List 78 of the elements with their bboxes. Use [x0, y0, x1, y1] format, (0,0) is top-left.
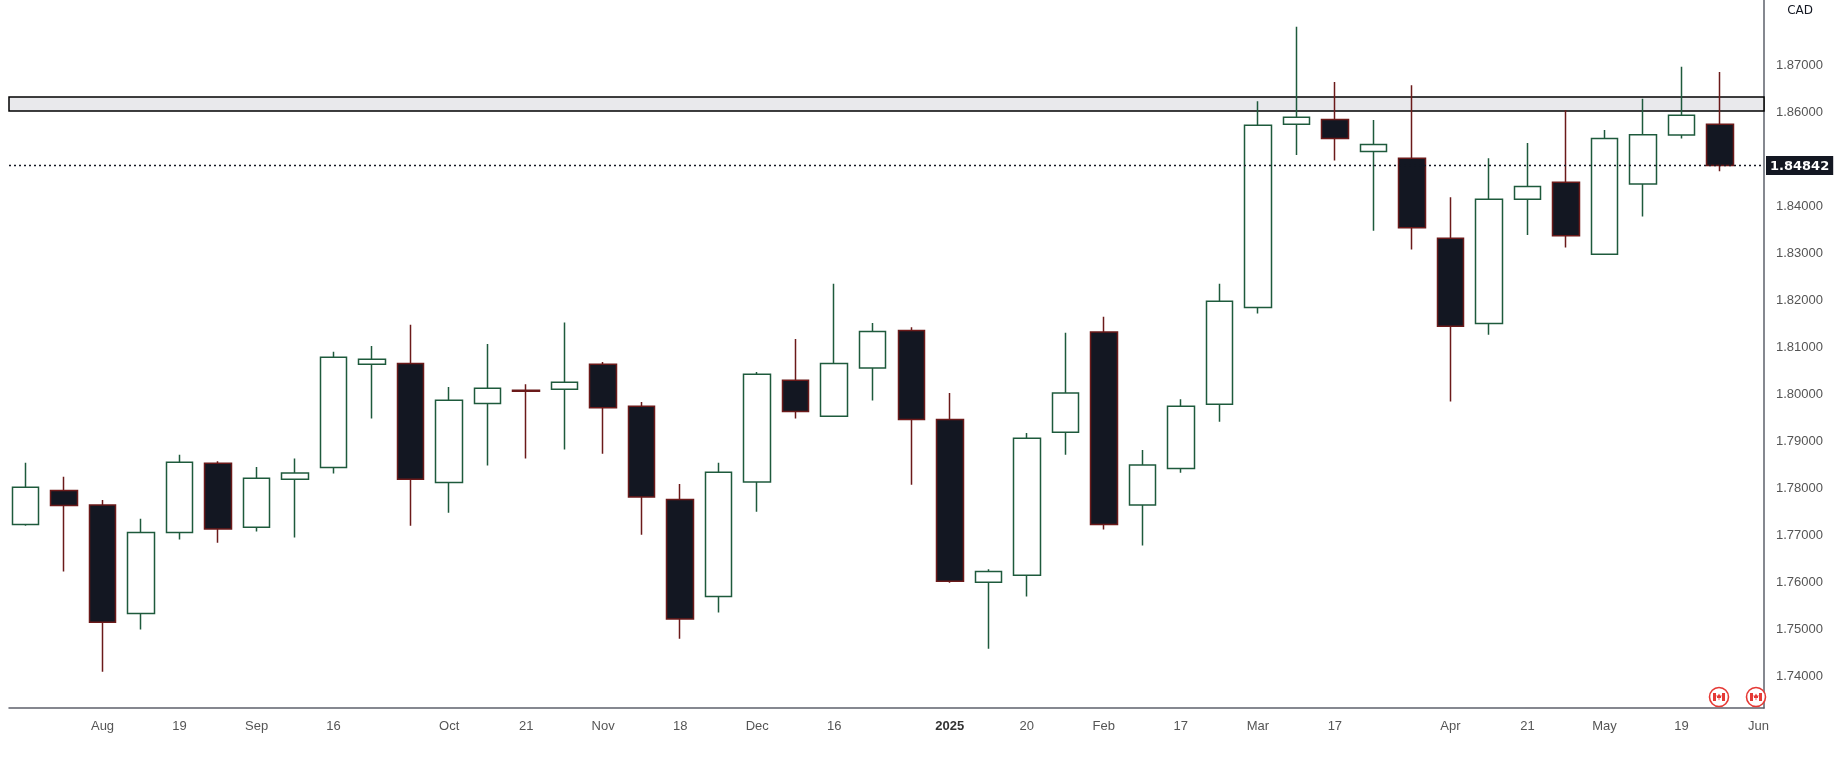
candlestick — [1166, 398, 1196, 474]
candlestick — [819, 283, 849, 417]
candlestick — [1320, 81, 1350, 162]
x-tick-label: Feb — [1092, 718, 1116, 733]
y-tick-label: 1.83000 — [1776, 244, 1823, 260]
candlestick — [550, 321, 579, 451]
x-tick-label: 17 — [1327, 718, 1343, 733]
candlestick — [1359, 119, 1388, 232]
y-tick-label: 1.82000 — [1776, 291, 1823, 307]
x-tick-label: 21 — [518, 718, 534, 733]
candlestick — [1436, 196, 1465, 403]
x-tick-label: Nov — [591, 718, 616, 733]
y-tick-label: 1.84000 — [1776, 197, 1823, 213]
candlestick — [1590, 129, 1619, 255]
x-tick-label: 19 — [1674, 718, 1689, 733]
candlestick — [781, 338, 810, 420]
y-tick-label: 1.77000 — [1776, 527, 1823, 543]
y-tick-label: 1.81000 — [1776, 338, 1823, 354]
candlestick — [396, 324, 425, 527]
candlestick — [434, 386, 464, 514]
x-tick-label: Apr — [1440, 718, 1462, 733]
candlestick — [1513, 142, 1542, 236]
x-tick-label: Jun — [1748, 718, 1769, 733]
candlestick — [858, 322, 887, 402]
x-tick-label: 18 — [672, 718, 688, 733]
candlestick — [357, 345, 387, 420]
candlestick — [473, 343, 502, 467]
ref-line-label: 1.84842 — [1770, 158, 1830, 174]
candlestick — [1012, 432, 1042, 598]
candlestick — [511, 383, 541, 460]
candlestick — [588, 361, 618, 455]
x-tick-label: Oct — [439, 718, 460, 733]
candlestick — [974, 568, 1003, 650]
x-tick-label: 2025 — [935, 718, 965, 733]
x-tick-label: 20 — [1019, 718, 1035, 733]
candlestick — [319, 350, 348, 475]
y-tick-label: 1.75000 — [1776, 621, 1823, 637]
y-tick-label: 1.86000 — [1776, 103, 1823, 119]
candlestick — [627, 401, 656, 536]
candlestick — [280, 457, 310, 539]
candlestick — [1474, 157, 1504, 336]
candlestick — [1089, 316, 1119, 531]
candlestick — [126, 518, 156, 631]
candlestick — [1628, 98, 1658, 218]
candlestick — [11, 461, 40, 527]
y-tick-label: 1.87000 — [1776, 56, 1823, 72]
x-tick-label: May — [1592, 718, 1618, 733]
candlestick — [1667, 66, 1696, 140]
y-axis-title: CAD — [1787, 3, 1813, 17]
x-tick-label: 16 — [326, 718, 341, 733]
candlestick — [1282, 26, 1311, 156]
x-tick-label: Sep — [245, 718, 269, 733]
x-tick-label: Mar — [1246, 718, 1270, 733]
candlestick — [1128, 449, 1157, 547]
candlestick — [1051, 332, 1080, 456]
candlestick — [88, 499, 117, 673]
candlestick — [242, 466, 271, 533]
candlestick — [49, 476, 79, 573]
x-tick-label: Aug — [90, 718, 115, 733]
x-tick-label: 19 — [172, 718, 187, 733]
y-tick-label: 1.80000 — [1776, 386, 1823, 402]
x-tick-label: 16 — [827, 718, 842, 733]
candlestick — [742, 371, 772, 513]
y-tick-label: 1.78000 — [1776, 480, 1823, 496]
candlestick — [203, 460, 233, 544]
x-tick-label: Dec — [745, 718, 770, 733]
candlestick — [704, 461, 733, 614]
y-tick-label: 1.79000 — [1776, 433, 1823, 449]
candlestick — [935, 392, 965, 584]
x-tick-label: 17 — [1173, 718, 1189, 733]
candlestick — [665, 483, 695, 640]
candlestick — [165, 453, 194, 541]
y-tick-label: 1.76000 — [1776, 574, 1823, 590]
candlestick — [1243, 100, 1273, 315]
candlestick — [897, 326, 926, 486]
y-tick-label: 1.74000 — [1776, 668, 1823, 684]
x-tick-label: 21 — [1520, 718, 1535, 733]
candlestick — [1205, 283, 1234, 423]
